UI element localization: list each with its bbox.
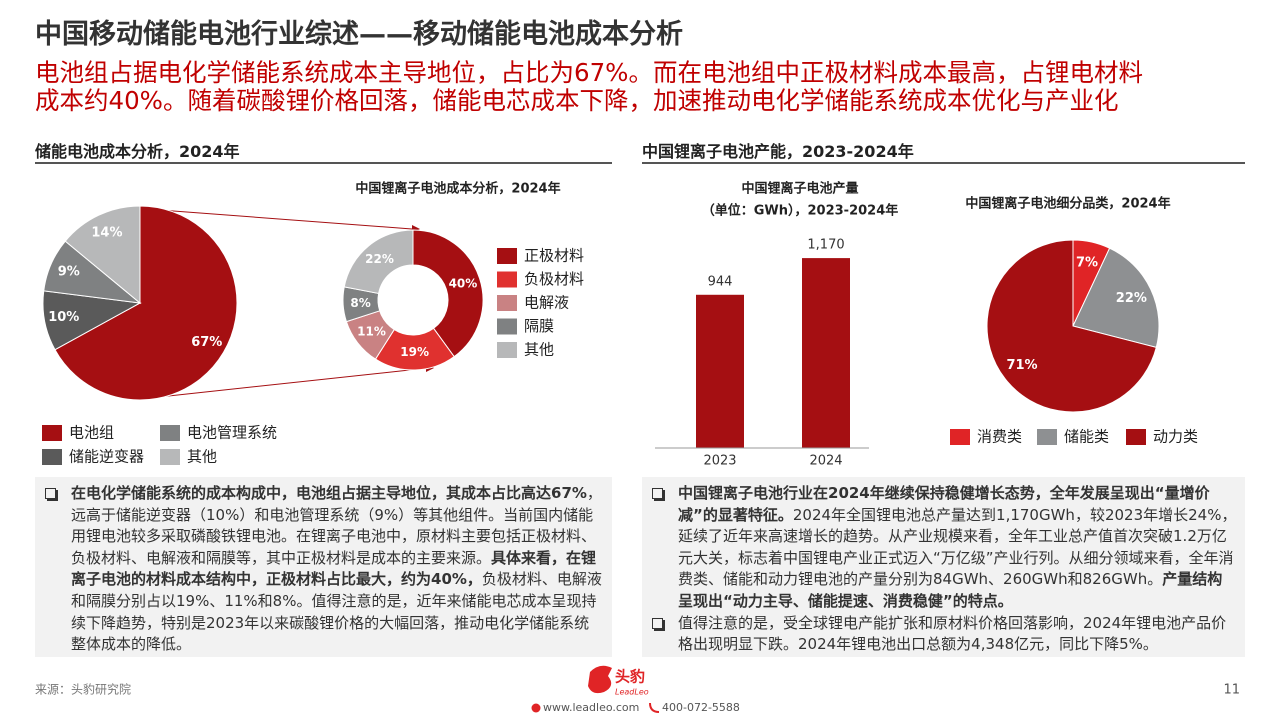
data-label: 67% <box>191 335 222 350</box>
phone: 400-072-5588 <box>662 701 740 714</box>
notes: 中国锂离子电池行业在2024年继续保持稳健增长态势，全年发展呈现出“量增价减”的… <box>642 477 1245 657</box>
legend-label: 储能类 <box>1064 428 1109 446</box>
legend-label: 电解液 <box>524 294 569 312</box>
slice <box>412 229 484 358</box>
legend-swatch <box>160 425 180 441</box>
logo-sub: LeadLeo <box>615 688 649 697</box>
subtitle: 电池组占据电化学储能系统成本主导地位，占比为67%。而在电池组中正极材料成本最高… <box>35 58 1143 87</box>
source: 来源：头豹研究院 <box>35 682 131 697</box>
legend-label: 消费类 <box>977 428 1022 446</box>
legend-label: 其他 <box>187 448 217 466</box>
phone-icon <box>649 702 660 713</box>
note-text: ，远高于储能逆变器（10%）和电池管理系统（9%）等其他组件。当前国内储能用锂电… <box>71 484 602 567</box>
legend-swatch <box>42 449 62 465</box>
bar <box>696 294 744 448</box>
legend-label: 其他 <box>524 341 554 359</box>
data-label: 9% <box>58 265 80 280</box>
slice <box>1072 247 1160 348</box>
data-label: 1,170 <box>807 238 844 253</box>
bullet: 中国锂离子电池行业在2024年继续保持稳健增长态势，全年发展呈现出“量增价减”的… <box>652 483 1237 613</box>
slice <box>986 239 1157 413</box>
slice <box>343 229 414 295</box>
data-label: 7% <box>1076 256 1098 271</box>
legend-swatch <box>497 271 517 288</box>
note-text: 负极材料、电解液和隔膜分别占以19%、11%和8%。值得注意的是，近年来储能电芯… <box>71 570 602 654</box>
chart-title: 中国锂离子电池细分品类，2024年 <box>965 196 1170 212</box>
section-heading: 中国锂离子电池产能，2023-2024年 <box>642 142 914 161</box>
logo: 头豹 <box>615 668 645 686</box>
notes: 在电化学储能系统的成本构成中，电池组占据主导地位，其成本占比高达67%，远高于储… <box>35 477 612 657</box>
rule <box>642 162 1245 164</box>
legend-label: 储能逆变器 <box>69 448 144 466</box>
bullet: 在电化学储能系统的成本构成中，电池组占据主导地位，其成本占比高达67%，远高于储… <box>45 483 604 656</box>
section-heading: 储能电池成本分析，2024年 <box>35 142 240 161</box>
data-label: 14% <box>91 225 122 240</box>
data-label: 944 <box>708 274 733 289</box>
rule <box>35 162 612 164</box>
page-number: 11 <box>1223 683 1240 698</box>
note-text: 值得注意的是，受全球锂电产能扩张和原材料价格回落影响，2024年锂电池产品价格出… <box>678 613 1227 654</box>
note-text: 产量结构呈现出“动力主导、储能提速、消费稳健”的特点。 <box>678 570 1223 610</box>
data-label: 71% <box>1006 358 1037 373</box>
slice <box>54 205 238 401</box>
bar <box>802 258 850 448</box>
title: 中国移动储能电池行业综述——移动储能电池成本分析 <box>35 19 683 50</box>
legend-swatch <box>42 425 62 441</box>
legend-swatch <box>160 449 180 465</box>
data-label: 40% <box>449 276 478 290</box>
website: www.leadleo.com <box>543 701 639 714</box>
legend-label: 隔膜 <box>524 317 554 335</box>
connector <box>149 367 429 399</box>
legend-label: 正极材料 <box>524 247 584 265</box>
data-label: 22% <box>1116 291 1147 306</box>
chart-title: 中国锂离子电池成本分析，2024年 <box>355 181 560 197</box>
legend-swatch <box>497 318 517 335</box>
note-text: 在电化学储能系统的成本构成中，电池组占据主导地位，其成本占比高达67% <box>71 484 587 502</box>
data-label: 11% <box>357 325 386 339</box>
chart-title: （单位：GWh），2023-2024年 <box>702 203 899 219</box>
note-text: 中国锂离子电池行业在2024年继续保持稳健增长态势，全年发展呈现出“量增价减”的… <box>678 484 1210 524</box>
legend-swatch <box>497 295 517 311</box>
data-label: 19% <box>400 345 429 359</box>
legend-label: 电池组 <box>69 424 114 442</box>
connector <box>159 209 413 230</box>
web-icon <box>531 703 541 713</box>
legend-label: 电池管理系统 <box>187 424 277 442</box>
legend-swatch <box>497 248 517 264</box>
x-tick-label: 2024 <box>809 454 842 469</box>
legend-swatch <box>1126 429 1146 445</box>
legend-swatch <box>1037 429 1057 445</box>
legend-label: 负极材料 <box>524 270 584 288</box>
data-label: 22% <box>365 252 394 266</box>
note-text: 具体来看，在锂离子电池的材料成本结构中，正极材料占比最大，约为40%， <box>71 548 597 589</box>
x-tick-label: 2023 <box>703 454 736 469</box>
data-label: 10% <box>48 310 79 325</box>
note-text: 2024年全国锂电池总产量达到1,170GWh，较2023年增长24%，延续了近… <box>678 505 1237 589</box>
logo-icon <box>588 665 612 694</box>
slice <box>64 205 141 305</box>
data-label: 8% <box>350 296 370 310</box>
legend-label: 动力类 <box>1153 428 1198 446</box>
subtitle: 成本约40%。随着碳酸锂价格回落，储能电芯成本下降，加速推动电化学储能系统成本优… <box>35 86 1119 115</box>
legend-swatch <box>497 342 517 358</box>
legend-swatch <box>950 429 970 445</box>
bullet: 值得注意的是，受全球锂电产能扩张和原材料价格回落影响，2024年锂电池产品价格出… <box>652 613 1237 656</box>
chart-title: 中国锂离子电池产量 <box>741 181 858 197</box>
